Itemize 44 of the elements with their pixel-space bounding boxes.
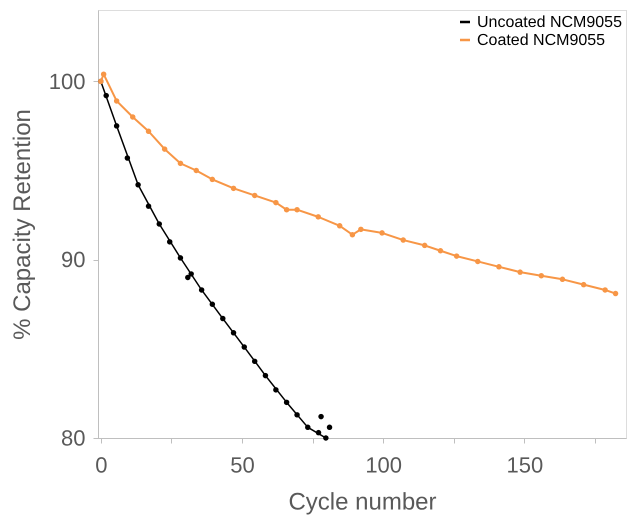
point (538, 272, 544, 278)
point (178, 160, 184, 166)
point (146, 128, 152, 134)
point (580, 282, 586, 288)
point (336, 223, 342, 229)
point (185, 274, 191, 280)
point (252, 192, 258, 198)
point (194, 168, 199, 174)
point (114, 98, 120, 104)
point (315, 214, 321, 220)
point (454, 253, 460, 259)
x-tick-label: 0 (95, 452, 108, 478)
y-tick-label: 80 (61, 426, 86, 450)
x-tick-label: 50 (230, 452, 255, 478)
point (130, 114, 136, 120)
point (379, 230, 385, 236)
point (438, 248, 444, 254)
y-tick-label: 90 (61, 247, 86, 272)
point (326, 424, 332, 430)
y-axis-title: % Capacity Retention (8, 109, 36, 340)
point (496, 264, 502, 270)
point (100, 71, 106, 77)
point (210, 176, 216, 182)
point (400, 237, 406, 243)
point (162, 146, 168, 152)
x-tick-label: 100 (365, 452, 402, 478)
x-tick-label: 150 (506, 452, 544, 478)
point (560, 276, 566, 282)
y-tick-label: 100 (48, 68, 86, 94)
point (284, 207, 290, 212)
legend-label: Coated NCM9055 (477, 32, 606, 49)
point (294, 207, 300, 212)
point (350, 232, 356, 238)
point (230, 186, 236, 192)
point (602, 287, 608, 293)
point (475, 258, 481, 264)
legend-label: Uncoated NCM9055 (477, 14, 622, 31)
point (422, 242, 428, 248)
point (517, 269, 523, 275)
point (612, 290, 618, 296)
point (358, 226, 364, 232)
x-axis-title: Cycle number (288, 488, 437, 516)
point (318, 414, 324, 420)
point (273, 200, 279, 206)
